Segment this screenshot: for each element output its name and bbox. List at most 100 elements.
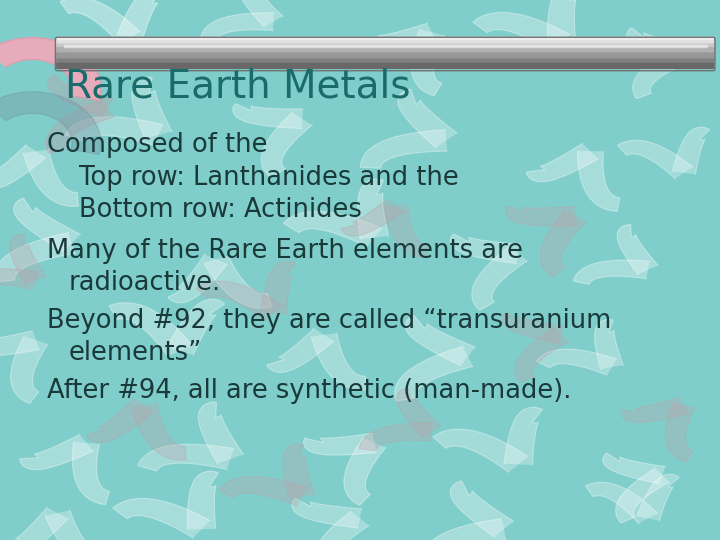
Polygon shape <box>505 206 577 226</box>
Polygon shape <box>117 0 164 40</box>
Polygon shape <box>672 127 709 174</box>
Polygon shape <box>304 433 377 455</box>
Polygon shape <box>196 281 282 320</box>
Polygon shape <box>473 12 570 52</box>
Polygon shape <box>284 211 382 247</box>
Text: Composed of the: Composed of the <box>47 132 267 158</box>
Polygon shape <box>577 151 620 211</box>
Polygon shape <box>536 349 617 375</box>
Text: Top row: Lanthanides and the: Top row: Lanthanides and the <box>79 165 459 191</box>
Polygon shape <box>397 89 457 147</box>
Polygon shape <box>472 247 527 310</box>
Text: elements”: elements” <box>68 340 202 366</box>
Text: Many of the Rare Earth elements are: Many of the Rare Earth elements are <box>47 238 523 264</box>
Polygon shape <box>595 320 624 369</box>
FancyBboxPatch shape <box>56 40 714 49</box>
Polygon shape <box>311 333 366 390</box>
Polygon shape <box>73 442 109 504</box>
Polygon shape <box>198 402 243 463</box>
Polygon shape <box>450 481 513 537</box>
Polygon shape <box>166 299 225 355</box>
Polygon shape <box>0 269 39 291</box>
Text: Beyond #92, they are called “transuranium: Beyond #92, they are called “transuraniu… <box>47 308 611 334</box>
Polygon shape <box>23 150 78 206</box>
Polygon shape <box>411 29 444 96</box>
Polygon shape <box>397 388 441 437</box>
Polygon shape <box>66 117 163 145</box>
Text: Rare Earth Metals: Rare Earth Metals <box>65 68 410 105</box>
Polygon shape <box>504 407 542 465</box>
Polygon shape <box>585 482 657 524</box>
Polygon shape <box>60 0 140 44</box>
Polygon shape <box>603 453 665 484</box>
Polygon shape <box>617 140 693 179</box>
Polygon shape <box>515 328 569 383</box>
Polygon shape <box>20 435 94 470</box>
Text: radioactive.: radioactive. <box>68 270 220 296</box>
Polygon shape <box>204 255 272 308</box>
Polygon shape <box>261 112 312 178</box>
Polygon shape <box>616 468 670 523</box>
Polygon shape <box>0 92 101 154</box>
FancyBboxPatch shape <box>56 43 714 53</box>
Polygon shape <box>665 402 695 462</box>
Polygon shape <box>218 477 308 505</box>
Polygon shape <box>633 46 690 98</box>
Polygon shape <box>168 254 228 303</box>
Polygon shape <box>0 233 76 282</box>
Polygon shape <box>361 130 447 168</box>
Polygon shape <box>9 234 47 285</box>
FancyBboxPatch shape <box>56 37 714 44</box>
Polygon shape <box>0 38 101 100</box>
Polygon shape <box>547 0 578 44</box>
Polygon shape <box>0 145 46 189</box>
Polygon shape <box>132 77 172 139</box>
FancyBboxPatch shape <box>56 63 714 69</box>
Polygon shape <box>46 99 114 153</box>
Polygon shape <box>573 260 649 284</box>
Polygon shape <box>4 508 68 540</box>
Polygon shape <box>422 518 506 540</box>
Polygon shape <box>131 403 186 460</box>
Polygon shape <box>11 336 48 403</box>
Polygon shape <box>313 511 369 540</box>
Text: Bottom row: Actinides: Bottom row: Actinides <box>79 197 362 223</box>
FancyBboxPatch shape <box>56 47 714 59</box>
Polygon shape <box>433 429 528 472</box>
Polygon shape <box>540 211 587 277</box>
Polygon shape <box>359 423 433 451</box>
Polygon shape <box>86 399 154 443</box>
Polygon shape <box>14 198 81 252</box>
Polygon shape <box>384 205 428 257</box>
Polygon shape <box>405 315 475 366</box>
Polygon shape <box>526 144 598 182</box>
Polygon shape <box>138 444 234 471</box>
Polygon shape <box>109 303 192 356</box>
Polygon shape <box>358 179 389 239</box>
Polygon shape <box>261 261 295 314</box>
Polygon shape <box>621 397 688 422</box>
Polygon shape <box>344 438 386 505</box>
Polygon shape <box>502 313 564 343</box>
Polygon shape <box>187 471 218 530</box>
Polygon shape <box>292 498 361 528</box>
Polygon shape <box>636 474 679 521</box>
Polygon shape <box>238 0 283 27</box>
Polygon shape <box>617 225 658 274</box>
Polygon shape <box>48 75 114 117</box>
Polygon shape <box>233 104 303 129</box>
FancyBboxPatch shape <box>56 52 714 61</box>
Polygon shape <box>450 234 520 264</box>
Polygon shape <box>0 331 40 356</box>
Polygon shape <box>341 199 404 236</box>
Polygon shape <box>283 444 315 499</box>
Polygon shape <box>266 328 334 373</box>
Polygon shape <box>113 498 210 538</box>
Polygon shape <box>201 13 274 40</box>
Polygon shape <box>45 510 107 540</box>
Polygon shape <box>362 23 436 52</box>
Text: After #94, all are synthetic (man-made).: After #94, all are synthetic (man-made). <box>47 378 571 404</box>
FancyBboxPatch shape <box>56 58 714 66</box>
Polygon shape <box>627 28 688 62</box>
Polygon shape <box>395 346 473 401</box>
